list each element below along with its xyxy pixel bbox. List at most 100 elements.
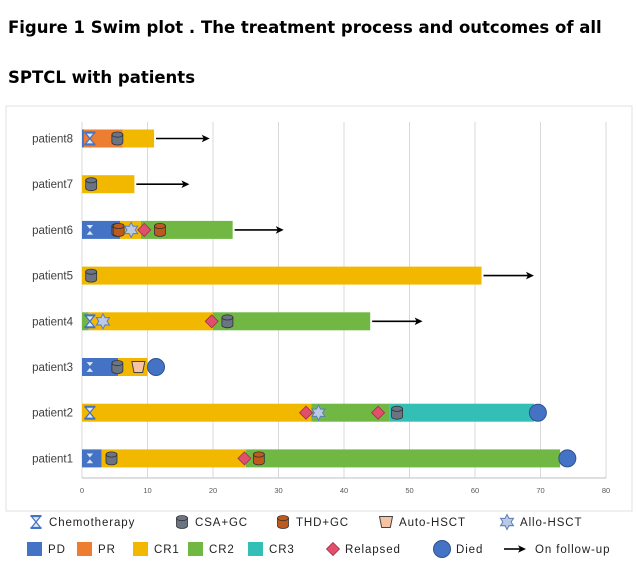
legend-swatch-cr3 <box>248 542 263 556</box>
patient-label: patient5 <box>32 271 73 283</box>
x-tick-label: 10 <box>143 486 151 495</box>
x-tick-label: 60 <box>471 486 479 495</box>
arrow-head <box>518 545 526 553</box>
allo-marker <box>123 221 139 239</box>
relapsed-marker <box>298 405 314 420</box>
chemo-marker <box>84 405 96 420</box>
csa-marker <box>221 314 234 329</box>
x-tick-label: 40 <box>340 486 348 495</box>
cylinder-top <box>105 451 118 458</box>
cylinder-top <box>111 360 124 367</box>
allo-marker <box>311 404 326 422</box>
patient-label: patient6 <box>32 225 73 237</box>
patient-label: patient3 <box>32 362 73 374</box>
chemo-marker <box>84 222 96 237</box>
arrow-head <box>275 226 284 234</box>
cylinder-top <box>277 515 289 522</box>
legend-label-cr3: CR3 <box>269 544 295 556</box>
legend-label-died: Died <box>456 544 483 556</box>
csa-marker <box>111 131 124 146</box>
bar-segment-cr2 <box>311 403 390 422</box>
cylinder-top <box>252 451 265 458</box>
cylinder-top <box>221 314 234 321</box>
follow-up-arrow-legend <box>504 545 526 553</box>
thd-marker <box>112 222 125 237</box>
relapsed-marker-legend <box>325 541 341 557</box>
legend-swatch-cr2 <box>188 542 203 556</box>
cylinder-top <box>391 405 403 412</box>
x-tick-label: 50 <box>405 486 413 495</box>
patient-label: patient8 <box>32 134 73 146</box>
arrow-head <box>201 134 210 143</box>
chemo-marker-legend <box>30 515 42 529</box>
thd-marker <box>154 222 166 237</box>
legend-label-csa: CSA+GC <box>195 517 248 529</box>
csa-marker <box>85 268 98 283</box>
hourglass-body <box>84 406 96 419</box>
follow-up-arrow <box>372 317 423 326</box>
csa-marker <box>111 360 124 374</box>
hourglass-body <box>84 360 96 374</box>
hourglass-body <box>30 515 42 529</box>
csa-marker <box>391 405 403 420</box>
csa-marker <box>85 177 98 192</box>
x-tick-label: 20 <box>209 486 217 495</box>
allo-marker-legend <box>499 513 515 531</box>
x-tick-label: 0 <box>80 486 84 495</box>
follow-up-arrow <box>156 134 210 143</box>
x-tick-label: 30 <box>274 486 282 495</box>
chart-frame <box>5 105 633 512</box>
chemo-marker <box>84 451 96 466</box>
bar-segment-cr1 <box>82 403 312 422</box>
patient-label: patient2 <box>32 408 73 420</box>
cylinder-top <box>176 515 188 522</box>
patient-label: patient7 <box>32 179 73 191</box>
auto-marker <box>131 361 146 373</box>
relapsed-marker <box>204 314 219 329</box>
thd-marker-legend <box>277 515 289 529</box>
legend-label-auto: Auto-HSCT <box>399 517 466 529</box>
x-tick-label: 80 <box>602 486 610 495</box>
chemo-marker <box>84 314 96 329</box>
chemo-marker <box>84 360 96 374</box>
hourglass-body <box>84 452 96 465</box>
auto-marker-legend <box>378 516 394 528</box>
legend-label-follow: On follow-up <box>535 544 610 556</box>
bar-segment-cr1 <box>122 129 155 148</box>
x-tick-label: 70 <box>536 486 544 495</box>
thd-marker <box>252 451 265 466</box>
legend-label-relapsed: Relapsed <box>345 544 401 556</box>
patient-label: patient1 <box>32 453 73 465</box>
hourglass-body <box>84 223 96 236</box>
died-marker <box>147 358 166 376</box>
cylinder-top <box>111 131 124 138</box>
died-marker <box>558 449 577 468</box>
cylinder-top <box>85 268 98 275</box>
bar-segment-cr1 <box>88 312 213 331</box>
legend-label-pr: PR <box>98 544 116 556</box>
relapsed-marker <box>370 405 386 420</box>
figure-title: Figure 1 Swim plot . The treatment proce… <box>8 18 602 87</box>
patient-label: patient4 <box>32 316 74 328</box>
legend-label-thd: THD+GC <box>296 517 349 529</box>
bar-segment-pd <box>82 129 84 148</box>
chemo-marker <box>84 131 96 146</box>
arrow-head <box>181 180 190 188</box>
hourglass-body <box>84 132 96 145</box>
follow-up-arrow <box>234 226 284 234</box>
legend-swatch-cr1 <box>133 542 148 556</box>
legend-label-cr2: CR2 <box>209 544 235 556</box>
legend-label-chemo: Chemotherapy <box>49 517 135 529</box>
hourglass-body <box>84 315 96 328</box>
bar-segment-cr3 <box>389 403 534 422</box>
arrow-head <box>525 271 534 280</box>
legend-swatch-pd <box>27 542 42 556</box>
allo-marker <box>95 312 111 330</box>
died-marker <box>528 403 547 422</box>
bar-segment-cr1 <box>82 266 482 285</box>
bar-segment-cr2 <box>245 449 561 468</box>
cylinder-top <box>112 222 125 229</box>
csa-marker <box>105 451 118 466</box>
legend-label-allo: Allo-HSCT <box>520 517 582 529</box>
